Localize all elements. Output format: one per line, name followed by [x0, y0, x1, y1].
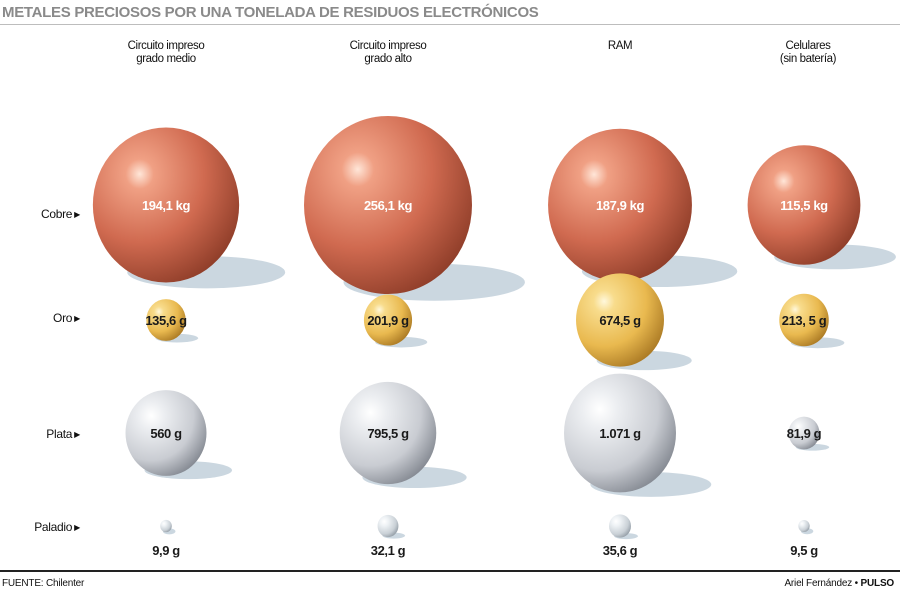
column-header-line: Circuito impreso	[349, 40, 427, 52]
triangle-right-icon: ▶	[74, 523, 80, 532]
bubble-paladio	[609, 514, 631, 538]
column-header-line: (sin batería)	[779, 53, 837, 65]
triangle-right-icon: ▶	[74, 314, 80, 323]
value-label-oro: 674,5 g	[599, 313, 641, 328]
row-label-oro: Oro ▶	[53, 310, 80, 327]
footer-divider	[0, 570, 900, 572]
column-header-line: Circuito impreso	[127, 40, 205, 52]
column-header-line: grado alto	[364, 53, 412, 65]
bubble-oro	[363, 294, 413, 346]
bubble-plata	[564, 373, 676, 493]
bubble-paladio	[377, 514, 399, 538]
value-label-plata: 81,9 g	[787, 426, 822, 441]
credit-separator: •	[854, 578, 859, 589]
credit-brand: PULSO	[860, 578, 895, 589]
source-note: FUENTE: Chilenter	[2, 578, 85, 589]
row-label-text: Plata	[46, 427, 73, 441]
bubble-plata	[788, 416, 820, 450]
column-header-c4: Celulares (sin batería)	[733, 40, 883, 66]
bubble-paladio	[798, 519, 810, 533]
value-label-paladio: 9,5 g	[790, 543, 818, 558]
value-label-oro: 201,9 g	[367, 313, 409, 328]
bubble-oro	[779, 293, 829, 347]
bubble-cobre	[304, 115, 472, 295]
value-label-cobre: 115,5 kg	[780, 198, 828, 213]
triangle-right-icon: ▶	[74, 210, 80, 219]
column-header-c2: Circuito impreso grado alto	[313, 40, 463, 66]
value-label-cobre: 187,9 kg	[596, 198, 645, 213]
value-label-plata: 795,5 g	[367, 426, 409, 441]
column-header-c1: Circuito impreso grado medio	[91, 40, 241, 66]
value-label-oro: 135,6 g	[145, 313, 187, 328]
bubble-oro	[146, 299, 186, 341]
bubble-cobre	[548, 128, 692, 282]
value-label-plata: 560 g	[150, 426, 182, 441]
value-label-cobre: 194,1 kg	[142, 198, 191, 213]
row-label-text: Oro	[53, 311, 73, 325]
value-label-paladio: 32,1 g	[371, 543, 406, 558]
bubble-paladio	[160, 519, 172, 533]
value-label-paladio: 9,9 g	[152, 543, 180, 558]
row-label-cobre: Cobre ▶	[41, 206, 80, 223]
bubble-oro	[576, 273, 664, 367]
credit-author: Ariel Fernández	[784, 578, 853, 589]
value-label-cobre: 256,1 kg	[364, 198, 413, 213]
column-header-line: Celulares	[785, 40, 831, 52]
triangle-right-icon: ▶	[74, 430, 80, 439]
value-label-oro: 213, 5 g	[782, 313, 827, 328]
title-divider	[0, 24, 900, 25]
credit-line: Ariel Fernández • PULSO	[784, 578, 894, 589]
bubble-cobre	[747, 145, 861, 265]
column-header-line: grado medio	[136, 53, 196, 65]
value-label-plata: 1.071 g	[599, 426, 641, 441]
row-label-text: Paladio	[34, 520, 73, 534]
bubble-plata	[125, 390, 207, 476]
column-header-line: RAM	[607, 40, 633, 52]
bubble-cobre	[92, 127, 240, 283]
value-label-paladio: 35,6 g	[603, 543, 638, 558]
row-label-text: Cobre	[40, 207, 73, 221]
row-label-plata: Plata ▶	[46, 426, 80, 443]
row-label-paladio: Paladio ▶	[34, 519, 80, 536]
chart-title: METALES PRECIOSOS POR UNA TONELADA DE RE…	[2, 4, 539, 21]
bubble-plata	[339, 381, 437, 485]
column-header-c3: RAM	[545, 40, 695, 53]
